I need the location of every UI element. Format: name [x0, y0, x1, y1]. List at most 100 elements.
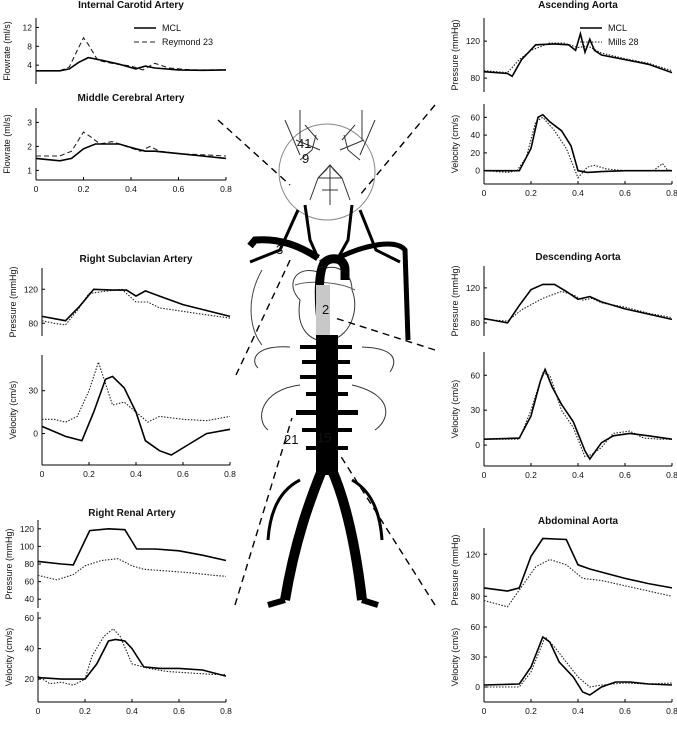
- y-axis-label: Velocity (cm/s): [450, 115, 460, 174]
- heart-outline: [292, 267, 356, 342]
- y-tick-label: 80: [471, 73, 481, 83]
- y-tick-label: 120: [466, 549, 480, 559]
- mcl-series-line: [483, 283, 673, 324]
- reference-series-line: [484, 635, 673, 688]
- legend-reference-label: Reymond 23: [162, 37, 213, 47]
- x-tick-label: 0.2: [83, 469, 95, 479]
- x-tick-label: 0.4: [572, 706, 584, 716]
- left-leg: [267, 597, 286, 608]
- segment-label: 9: [302, 151, 309, 166]
- y-tick-label: 4: [27, 60, 32, 70]
- y-axis-label: Pressure (mmHg): [450, 265, 460, 336]
- mcl-series-line: [36, 56, 227, 72]
- mcl-series-line: [41, 375, 231, 456]
- segment-label: 21: [284, 432, 298, 447]
- mcl-series-line: [37, 638, 227, 680]
- y-axis-label: Pressure (mmHg): [450, 534, 460, 605]
- x-tick-label: 0.6: [619, 188, 631, 198]
- x-tick-label: 0.2: [525, 188, 537, 198]
- plot-1: 0 30 60 0 0.2 0.4 0.6 0.8 Velocity (cm/s): [450, 352, 677, 480]
- x-tick-label: 0.2: [79, 706, 91, 716]
- mcl-series-line: [41, 288, 231, 322]
- plot-1: 0 30 0 0.2 0.4 0.6 0.8 Velocity (cm/s): [8, 355, 236, 479]
- x-tick-label: 0.6: [619, 470, 631, 480]
- y-tick-label: 3: [27, 117, 32, 127]
- x-tick-label: 0.4: [130, 469, 142, 479]
- x-tick-label: 0.2: [525, 470, 537, 480]
- mcl-series-line: [483, 537, 673, 592]
- plot-0: 40 60 80 100 120 Pressure (mmHg): [4, 520, 227, 608]
- mcl-series-line: [484, 113, 672, 174]
- legend: MCL Mills 28: [580, 23, 639, 47]
- x-tick-label: 0.4: [126, 706, 138, 716]
- y-tick-label: 120: [24, 284, 38, 294]
- y-axis-label: Flowrate (ml/s): [2, 114, 12, 174]
- right-leg: [361, 597, 379, 608]
- plot-0: 80 120 Pressure (mmHg): [450, 265, 673, 337]
- plot-1: 0 20 40 60 0 0.2 0.4 0.6 0.8 Velocity (cm/s): [450, 104, 677, 198]
- x-tick-label: 0.8: [666, 470, 677, 480]
- y-tick-label: 12: [23, 22, 33, 32]
- x-tick-label: 0: [36, 706, 41, 716]
- x-tick-label: 0.2: [525, 706, 537, 716]
- x-tick-label: 0: [40, 469, 45, 479]
- reference-series-line: [483, 116, 673, 179]
- plot-1: 0 30 60 0 0.2 0.4 0.6 0.8 Velocity (cm/s): [450, 612, 677, 716]
- y-axis-label: Pressure (mmHg): [8, 266, 18, 337]
- y-tick-label: 100: [20, 541, 34, 551]
- left-subclavian: [336, 241, 411, 341]
- reference-series-line: [483, 558, 673, 608]
- right-subclavian: [247, 236, 320, 261]
- reference-series-line: [36, 36, 226, 72]
- reference-series-line: [484, 372, 672, 458]
- y-tick-label: 60: [471, 112, 481, 122]
- y-tick-label: 120: [20, 524, 34, 534]
- neck-vessels: [249, 204, 401, 264]
- right-iliac: [327, 468, 367, 601]
- x-tick-label: 0.2: [78, 184, 90, 194]
- x-tick-label: 0.8: [224, 469, 236, 479]
- segment-label: 15: [317, 430, 331, 445]
- mcl-series-line: [483, 635, 673, 696]
- panel-title: Internal Carotid Artery: [78, 0, 184, 11]
- reference-series-line: [37, 558, 227, 581]
- x-tick-label: 0.4: [125, 184, 137, 194]
- y-tick-label: 20: [25, 674, 35, 684]
- y-axis-label: Pressure (mmHg): [450, 19, 460, 90]
- x-tick-label: 0.8: [666, 188, 677, 198]
- legend-mcl-label: MCL: [162, 23, 181, 33]
- y-tick-label: 60: [25, 613, 35, 623]
- segment-label: 1: [318, 256, 325, 271]
- plot-0: 80 120 Pressure (mmHg): [450, 18, 673, 92]
- mcl-series-line: [483, 367, 673, 461]
- segment-label: 41: [297, 136, 311, 151]
- plot-1: 20 40 60 0 0.2 0.4 0.6 0.8 Velocity (cm/s): [4, 612, 232, 716]
- ascending-aorta-highlight: [316, 285, 330, 335]
- y-tick-label: 0: [33, 429, 38, 439]
- legend: MCL Reymond 23: [134, 23, 213, 47]
- descending-aorta: [316, 335, 338, 475]
- y-tick-label: 80: [25, 559, 35, 569]
- mcl-series-line: [37, 527, 227, 566]
- panel-abdominal-aorta: Abdominal Aorta 80 120 Pressure (mmHg) 0 30 60…: [450, 516, 677, 716]
- y-tick-label: 0: [475, 440, 480, 450]
- reference-series-line: [37, 628, 226, 686]
- y-axis-label: Pressure (mmHg): [4, 528, 14, 599]
- y-tick-label: 60: [25, 577, 35, 587]
- y-tick-label: 0: [475, 166, 480, 176]
- panel-right-renal-artery: Right Renal Artery 40 60 80 100 120 Pressure (…: [4, 508, 232, 716]
- y-tick-label: 60: [471, 622, 481, 632]
- x-tick-label: 0.6: [173, 184, 185, 194]
- mcl-series-line: [483, 30, 673, 78]
- reference-series-line: [483, 290, 673, 322]
- panel-subtitle: Middle Cerebral Artery: [78, 93, 185, 104]
- y-tick-label: 80: [29, 318, 39, 328]
- x-tick-label: 0: [34, 184, 39, 194]
- x-tick-label: 0: [482, 188, 487, 198]
- artery-schematic: [217, 104, 436, 608]
- connector-lines: [217, 104, 436, 606]
